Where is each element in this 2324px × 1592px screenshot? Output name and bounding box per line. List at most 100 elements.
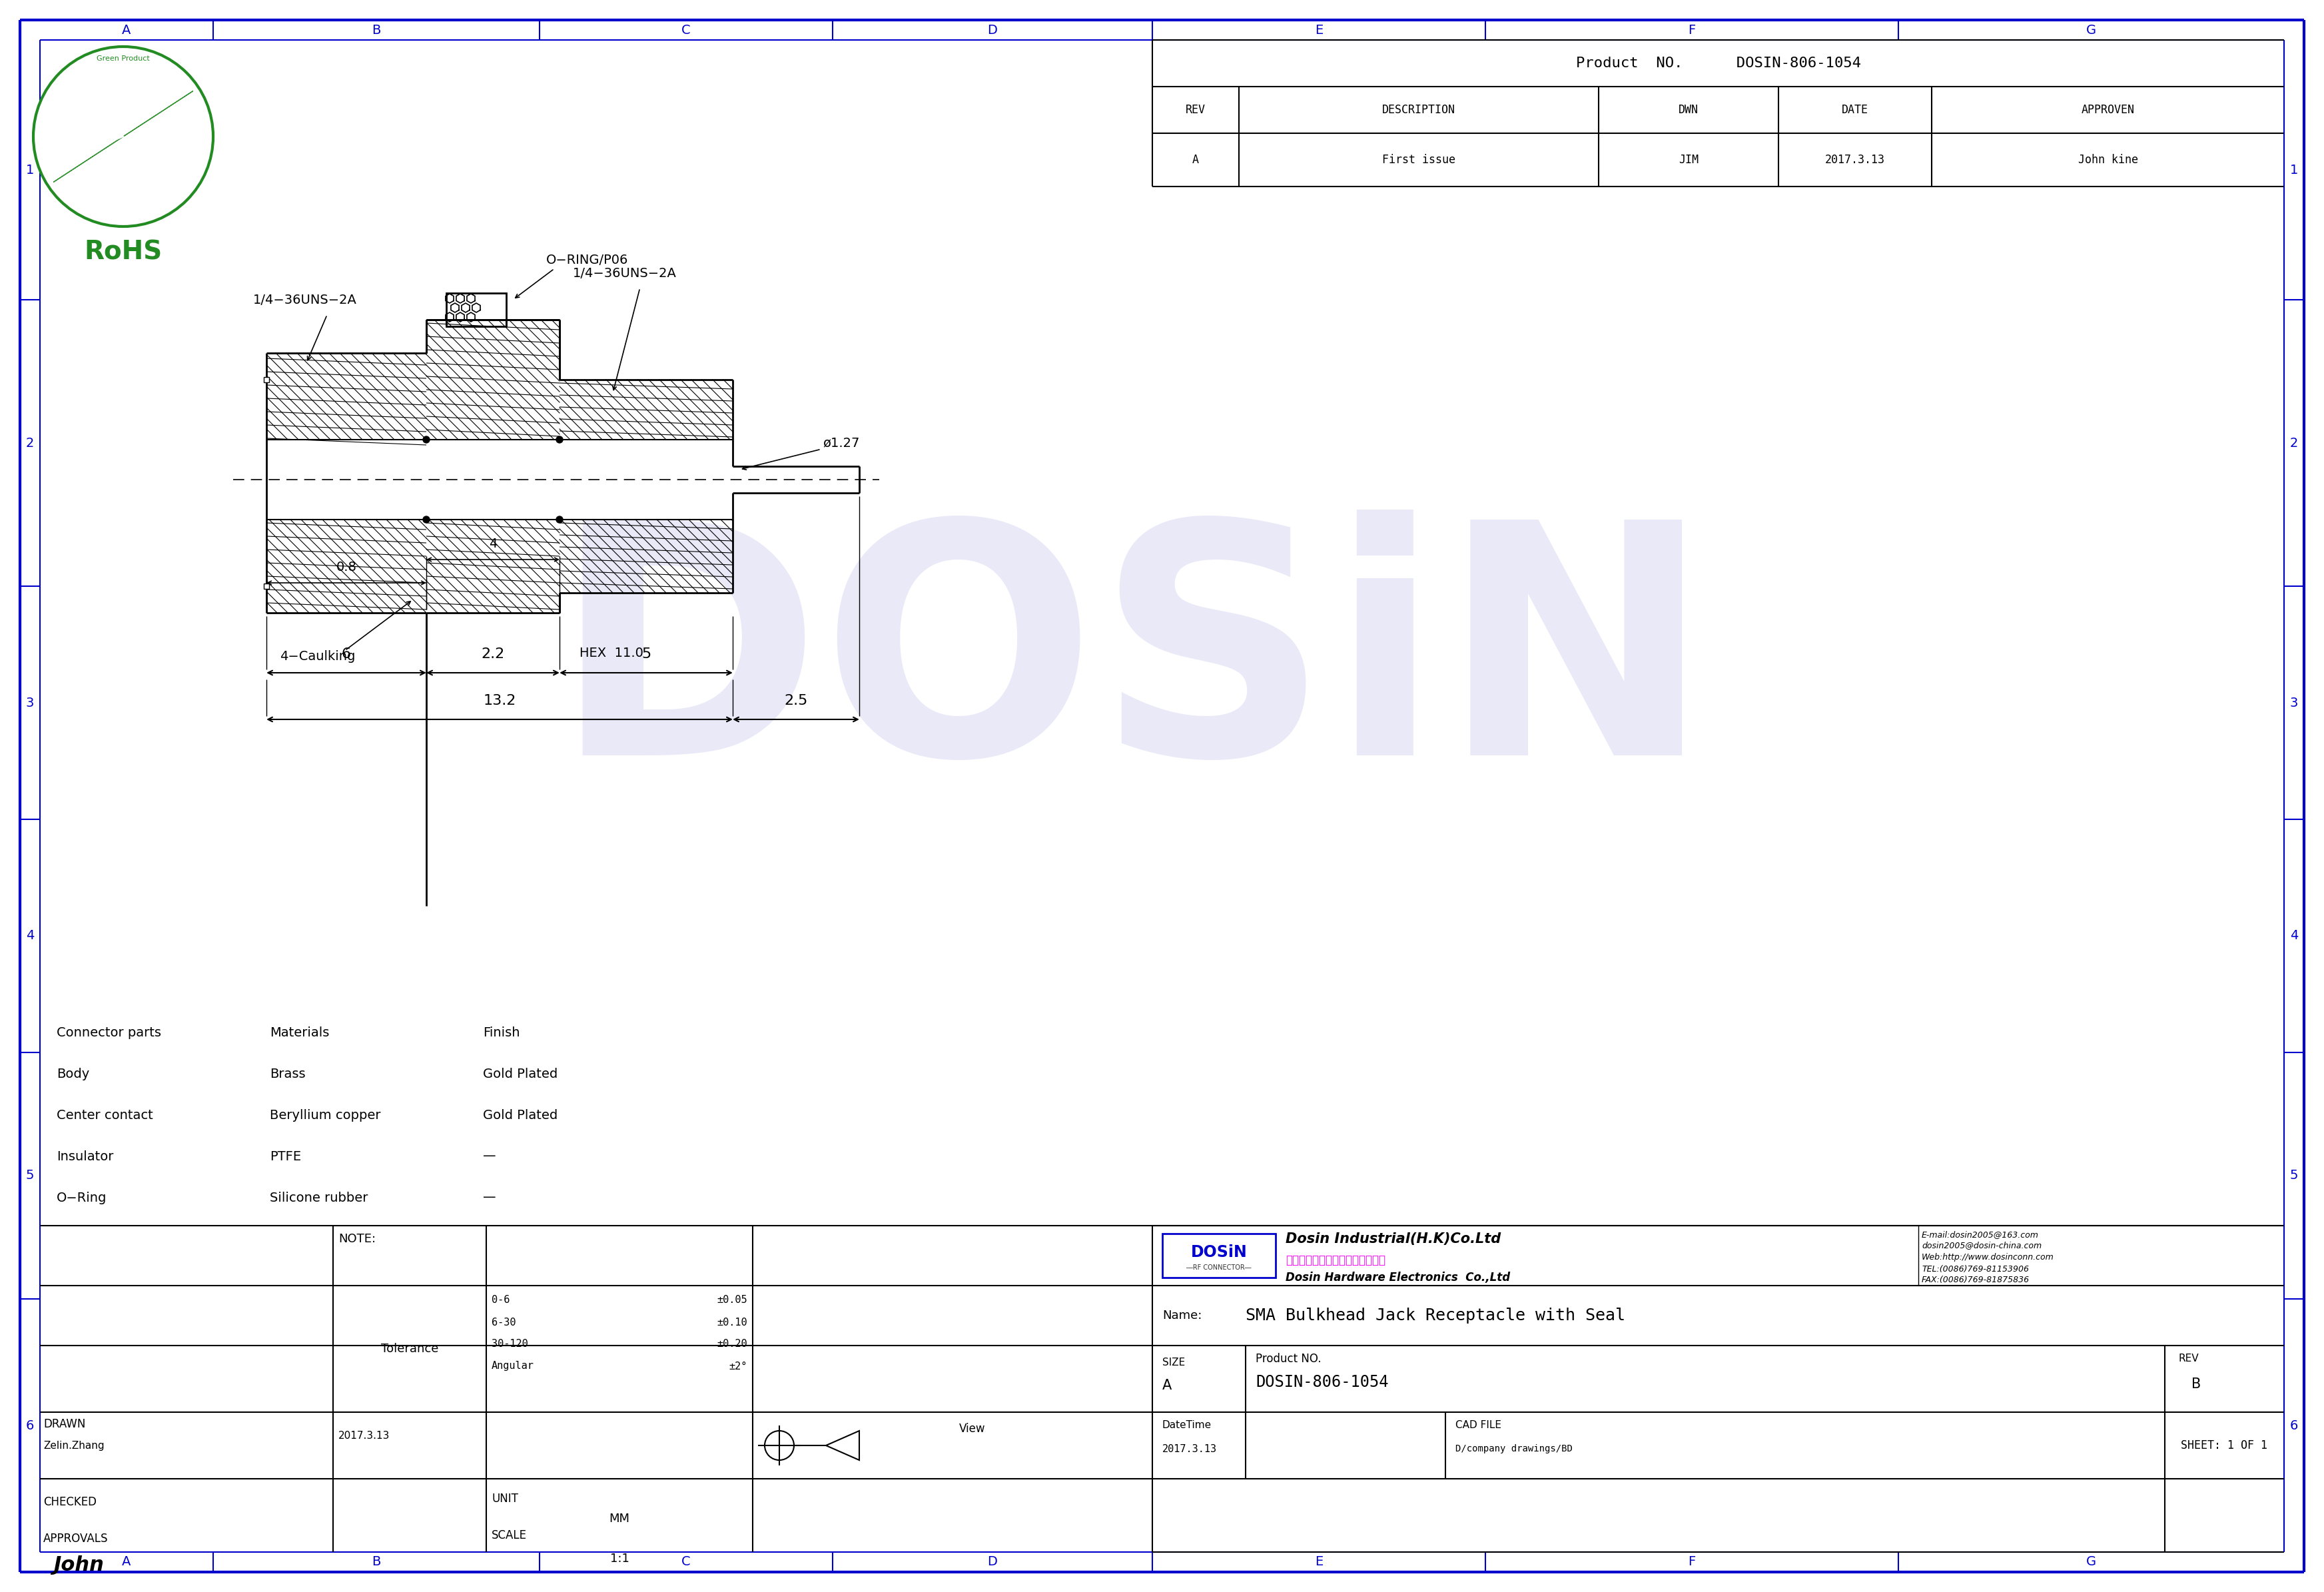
Text: First issue: First issue <box>1383 154 1455 166</box>
Text: SCALE: SCALE <box>493 1530 528 1541</box>
Text: D: D <box>988 24 997 37</box>
Text: Gold Plated: Gold Plated <box>483 1068 558 1079</box>
Text: A: A <box>1162 1379 1171 1391</box>
Text: 1: 1 <box>2289 164 2298 177</box>
Text: ø1.27: ø1.27 <box>823 436 860 449</box>
Text: RoHS: RoHS <box>84 239 163 264</box>
Text: B: B <box>2192 1377 2201 1391</box>
Text: SHEET: 1 OF 1: SHEET: 1 OF 1 <box>2182 1439 2268 1452</box>
Text: Silicone rubber: Silicone rubber <box>270 1191 367 1204</box>
Text: UNIT: UNIT <box>493 1493 518 1504</box>
Text: JIM: JIM <box>1678 154 1699 166</box>
Bar <box>1162 1234 1276 1278</box>
Text: A: A <box>123 1555 130 1568</box>
Text: CAD FILE: CAD FILE <box>1455 1420 1501 1431</box>
Text: 30-120: 30-120 <box>493 1339 528 1348</box>
Text: 2017.3.13: 2017.3.13 <box>339 1431 390 1441</box>
Text: MM: MM <box>609 1512 630 1525</box>
Text: G: G <box>2087 1555 2096 1568</box>
Text: 6: 6 <box>342 648 351 661</box>
Text: 1/4−36UNS−2A: 1/4−36UNS−2A <box>253 293 358 306</box>
Text: SIZE: SIZE <box>1162 1358 1185 1368</box>
Text: ±2°: ±2° <box>730 1361 748 1371</box>
Text: APPROVEN: APPROVEN <box>2082 103 2133 116</box>
Circle shape <box>555 436 562 443</box>
Circle shape <box>423 436 430 443</box>
Text: DWN: DWN <box>1678 103 1699 116</box>
Text: 2.5: 2.5 <box>783 694 809 707</box>
Text: 4−Caulking: 4−Caulking <box>279 650 356 662</box>
Text: 东莞市德索五金电子制品有限公司: 东莞市德索五金电子制品有限公司 <box>1285 1254 1385 1266</box>
Text: Zelin.Zhang: Zelin.Zhang <box>44 1441 105 1450</box>
Text: PTFE: PTFE <box>270 1149 302 1162</box>
Text: Beryllium copper: Beryllium copper <box>270 1108 381 1121</box>
Text: NOTE:: NOTE: <box>339 1232 376 1245</box>
Text: 0.8: 0.8 <box>337 560 356 573</box>
Circle shape <box>423 516 430 522</box>
Text: DOSIN-806-1054: DOSIN-806-1054 <box>1255 1374 1387 1390</box>
Text: 3: 3 <box>2289 696 2298 708</box>
Text: FAX:(0086)769-81875836: FAX:(0086)769-81875836 <box>1922 1275 2029 1285</box>
Text: —: — <box>483 1191 495 1204</box>
Text: DOSiN: DOSiN <box>1190 1243 1248 1261</box>
Text: 2.2: 2.2 <box>481 648 504 661</box>
Text: D: D <box>988 1555 997 1568</box>
Text: Finish: Finish <box>483 1027 521 1040</box>
Text: Insulator: Insulator <box>56 1149 114 1162</box>
Text: B: B <box>372 1555 381 1568</box>
Polygon shape <box>53 91 193 181</box>
Text: DATE: DATE <box>1841 103 1868 116</box>
Text: Product NO.: Product NO. <box>1255 1353 1322 1364</box>
Text: DateTime: DateTime <box>1162 1420 1211 1431</box>
Text: A: A <box>1192 154 1199 166</box>
Text: View: View <box>960 1423 985 1434</box>
Text: 1:1: 1:1 <box>609 1552 630 1565</box>
Text: Product  NO.      DOSIN-806-1054: Product NO. DOSIN-806-1054 <box>1576 57 1862 70</box>
Text: 13.2: 13.2 <box>483 694 516 707</box>
Text: 4: 4 <box>26 930 35 942</box>
Text: John kine: John kine <box>2078 154 2138 166</box>
Text: HEX  11.0: HEX 11.0 <box>579 646 644 659</box>
Text: dosin2005@dosin-china.com: dosin2005@dosin-china.com <box>1922 1242 2043 1250</box>
Text: DESCRIPTION: DESCRIPTION <box>1383 103 1455 116</box>
Circle shape <box>33 46 214 226</box>
Text: 2: 2 <box>2289 436 2298 449</box>
Text: Body: Body <box>56 1068 88 1079</box>
Bar <box>263 584 270 589</box>
Text: O−RING/P06: O−RING/P06 <box>546 253 627 266</box>
Text: 2017.3.13: 2017.3.13 <box>1162 1444 1218 1453</box>
Text: 1/4−36UNS−2A: 1/4−36UNS−2A <box>572 267 676 280</box>
Text: 4: 4 <box>488 538 497 551</box>
Text: E: E <box>1315 1555 1322 1568</box>
Text: 5: 5 <box>26 1170 35 1181</box>
Text: B: B <box>372 24 381 37</box>
Text: ―RF CONNECTOR―: ―RF CONNECTOR― <box>1188 1264 1250 1272</box>
Bar <box>446 293 507 326</box>
Text: G: G <box>2087 24 2096 37</box>
Text: ±0.10: ±0.10 <box>718 1317 748 1328</box>
Text: 5: 5 <box>2289 1170 2298 1181</box>
Text: Web:http://www.dosinconn.com: Web:http://www.dosinconn.com <box>1922 1253 2054 1262</box>
Text: DOSiN: DOSiN <box>553 509 1713 823</box>
Text: REV: REV <box>1185 103 1206 116</box>
Text: 6-30: 6-30 <box>493 1317 516 1328</box>
Text: O−Ring: O−Ring <box>56 1191 107 1204</box>
Text: Angular: Angular <box>493 1361 535 1371</box>
Bar <box>263 377 270 382</box>
Text: ±0.05: ±0.05 <box>718 1296 748 1305</box>
Text: Materials: Materials <box>270 1027 330 1040</box>
Text: APPROVALS: APPROVALS <box>44 1533 109 1544</box>
Text: 1: 1 <box>26 164 35 177</box>
Text: 0-6: 0-6 <box>493 1296 509 1305</box>
Text: 4: 4 <box>2289 930 2298 942</box>
Text: Dosin Industrial(H.K)Co.Ltd: Dosin Industrial(H.K)Co.Ltd <box>1285 1232 1501 1245</box>
Text: John: John <box>53 1555 105 1574</box>
Text: 6: 6 <box>26 1418 35 1431</box>
Text: A: A <box>123 24 130 37</box>
Text: 2: 2 <box>26 436 35 449</box>
Text: F: F <box>1687 1555 1697 1568</box>
Text: SMA Bulkhead Jack Receptacle with Seal: SMA Bulkhead Jack Receptacle with Seal <box>1246 1307 1624 1323</box>
Text: 2017.3.13: 2017.3.13 <box>1824 154 1885 166</box>
Text: Tolerance: Tolerance <box>381 1344 439 1355</box>
Text: ±0.20: ±0.20 <box>718 1339 748 1348</box>
